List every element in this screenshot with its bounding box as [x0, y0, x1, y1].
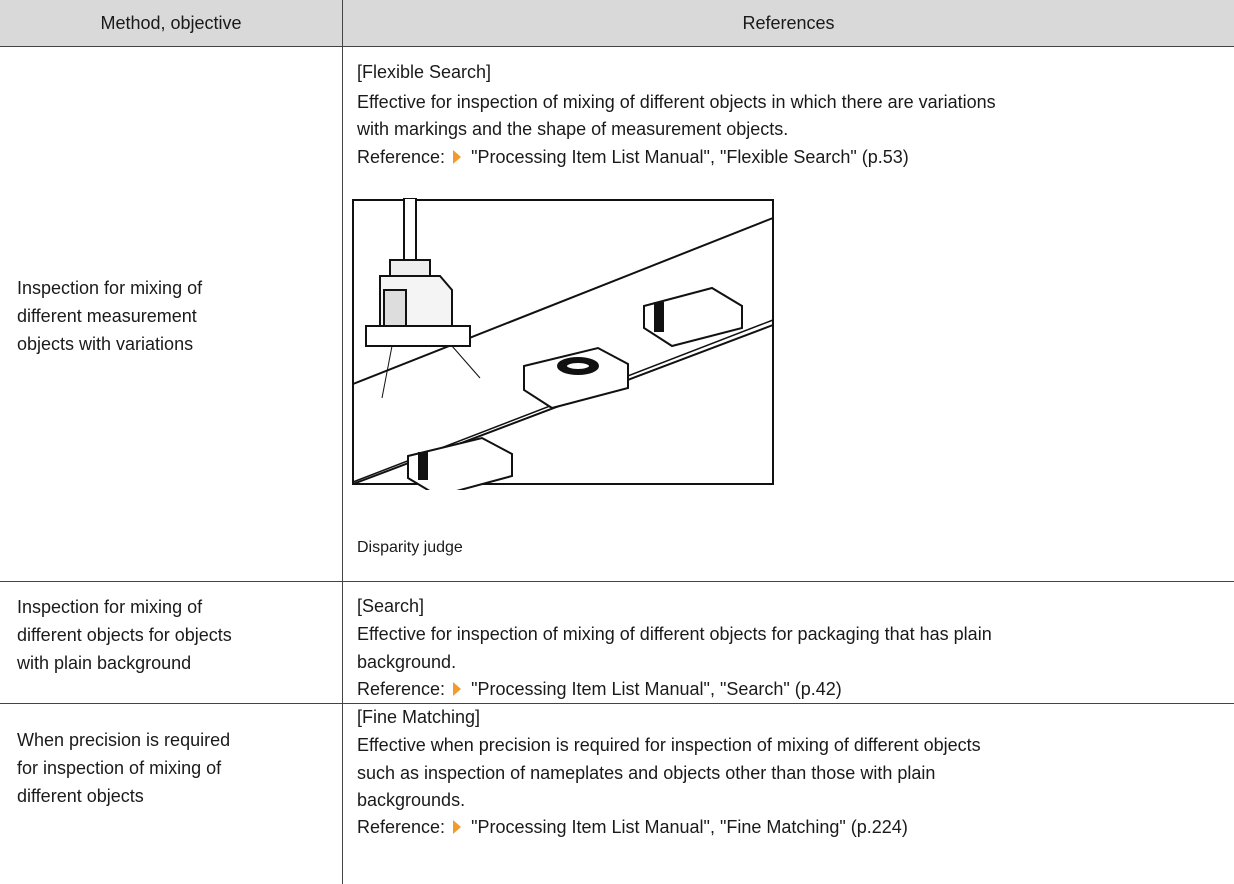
- row-border: [0, 703, 1234, 704]
- reference-label: Reference:: [357, 147, 446, 167]
- column-border: [342, 0, 343, 884]
- ref-title: [Fine Matching]: [357, 707, 481, 727]
- reference-link[interactable]: "Processing Item List Manual", "Fine Mat…: [471, 817, 908, 837]
- ref-description: Effective for inspection of mixing of di…: [357, 92, 996, 112]
- ref-description: with markings and the shape of measureme…: [357, 119, 789, 139]
- reference-line: Reference: "Processing Item List Manual",…: [357, 675, 842, 703]
- illustration: [352, 198, 774, 490]
- reference-line: Reference: "Processing Item List Manual",…: [357, 813, 908, 841]
- ref-title: [Flexible Search]: [357, 62, 492, 82]
- method-text: objects with variations: [17, 334, 194, 354]
- arrow-icon: [453, 820, 462, 834]
- arrow-icon: [453, 150, 462, 164]
- method-text: for inspection of mixing of: [17, 758, 222, 778]
- reference-label: Reference:: [357, 817, 446, 837]
- header-bg: [0, 0, 1234, 46]
- arrow-icon: [453, 682, 462, 696]
- reference-link[interactable]: "Processing Item List Manual", "Search" …: [471, 679, 842, 699]
- ref-description: Effective when precision is required for…: [357, 735, 981, 755]
- method-text: Inspection for mixing of: [17, 597, 203, 617]
- ref-description: such as inspection of nameplates and obj…: [357, 763, 936, 783]
- method-text: with plain background: [17, 653, 192, 673]
- method-text: different objects: [17, 786, 144, 806]
- method-text: When precision is required: [17, 730, 231, 750]
- header-cell: Method, objective: [100, 13, 242, 33]
- method-text: different objects for objects: [17, 625, 232, 645]
- reference-line: Reference: "Processing Item List Manual",…: [357, 143, 909, 171]
- header-cell: References: [742, 13, 835, 33]
- ref-description: Effective for inspection of mixing of di…: [357, 624, 992, 644]
- figure-caption: Disparity judge: [357, 539, 463, 556]
- row-border: [0, 581, 1234, 582]
- method-text: Inspection for mixing of: [17, 278, 203, 298]
- reference-label: Reference:: [357, 679, 446, 699]
- ref-description: background.: [357, 652, 457, 672]
- ref-title: [Search]: [357, 596, 425, 616]
- reference-link[interactable]: "Processing Item List Manual", "Flexible…: [471, 147, 909, 167]
- ref-description: backgrounds.: [357, 790, 466, 810]
- method-text: different measurement: [17, 306, 197, 326]
- row-border: [0, 46, 1234, 47]
